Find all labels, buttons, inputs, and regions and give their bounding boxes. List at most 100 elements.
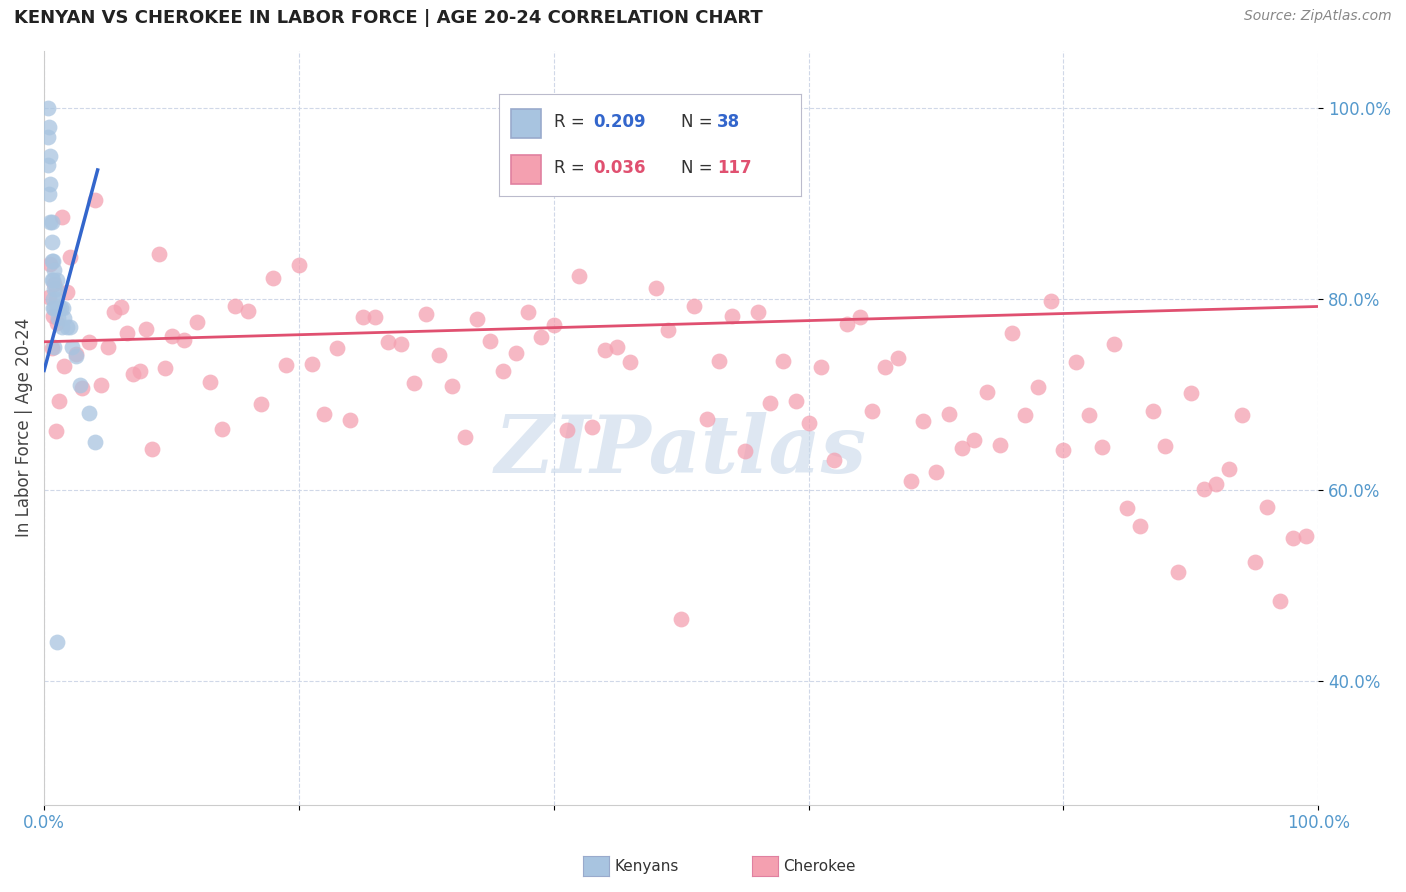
Point — [479, 334, 502, 348]
Point — [402, 376, 425, 391]
Point — [42, 301, 65, 316]
Point — [314, 407, 336, 421]
Point — [44, 282, 66, 296]
Point — [389, 336, 412, 351]
Point — [1116, 500, 1139, 515]
Point — [45, 282, 67, 296]
Point — [1167, 565, 1189, 579]
Point — [186, 315, 208, 329]
Point — [988, 438, 1011, 452]
Point — [1104, 336, 1126, 351]
Text: N =: N = — [681, 113, 717, 131]
Point — [415, 307, 437, 321]
Point — [1243, 555, 1265, 569]
Point — [37, 101, 59, 115]
Point — [84, 435, 107, 450]
Point — [568, 269, 591, 284]
Point — [644, 280, 666, 294]
Point — [41, 253, 63, 268]
Point — [44, 301, 66, 316]
Point — [364, 310, 387, 325]
Point — [785, 394, 807, 409]
Point — [1077, 408, 1099, 422]
Text: R =: R = — [554, 113, 589, 131]
Point — [45, 424, 67, 438]
Point — [211, 422, 233, 436]
Text: 0.209: 0.209 — [593, 113, 645, 131]
Point — [148, 247, 170, 261]
Point — [41, 215, 63, 229]
Point — [77, 406, 100, 420]
Point — [301, 357, 323, 371]
Point — [41, 342, 63, 356]
Point — [530, 330, 553, 344]
Point — [45, 301, 67, 316]
Point — [1192, 482, 1215, 496]
Point — [65, 349, 87, 363]
Point — [110, 300, 132, 314]
Point — [669, 611, 692, 625]
Point — [42, 253, 65, 268]
Point — [39, 178, 62, 192]
Point — [1142, 403, 1164, 417]
Text: 117: 117 — [717, 159, 751, 177]
Point — [39, 149, 62, 163]
Point — [938, 408, 960, 422]
Point — [45, 292, 67, 306]
Point — [900, 474, 922, 488]
Point — [288, 258, 311, 272]
Text: ZIPatlas: ZIPatlas — [495, 411, 868, 489]
Point — [759, 396, 782, 410]
Point — [65, 347, 87, 361]
Point — [326, 342, 349, 356]
Point — [823, 453, 845, 467]
Point — [44, 263, 66, 277]
Point — [747, 305, 769, 319]
Point — [160, 329, 183, 343]
Point — [52, 301, 75, 316]
Point — [1064, 355, 1087, 369]
Point — [97, 340, 120, 354]
Point — [925, 465, 948, 479]
Point — [42, 273, 65, 287]
Point — [810, 359, 832, 374]
Point — [1026, 379, 1049, 393]
Point — [103, 305, 125, 319]
Point — [734, 443, 756, 458]
Point — [1039, 294, 1062, 309]
Point — [721, 310, 744, 324]
Point — [37, 129, 59, 144]
Point — [38, 120, 60, 134]
Point — [950, 441, 973, 455]
Point — [39, 257, 62, 271]
Text: KENYAN VS CHEROKEE IN LABOR FORCE | AGE 20-24 CORRELATION CHART: KENYAN VS CHEROKEE IN LABOR FORCE | AGE … — [14, 9, 763, 27]
Point — [593, 343, 616, 358]
Point — [198, 375, 221, 389]
Point — [56, 320, 79, 334]
Point — [1014, 408, 1036, 422]
Point — [46, 310, 69, 325]
Point — [377, 334, 399, 349]
Point — [631, 178, 654, 192]
Point — [860, 404, 883, 418]
Text: Source: ZipAtlas.com: Source: ZipAtlas.com — [1244, 9, 1392, 23]
Point — [42, 309, 65, 323]
Point — [38, 186, 60, 201]
Point — [1218, 462, 1240, 476]
Point — [49, 301, 72, 316]
Point — [41, 273, 63, 287]
Point — [1001, 326, 1024, 340]
Point — [53, 359, 76, 373]
Point — [51, 210, 73, 224]
Point — [1129, 519, 1152, 533]
Point — [122, 367, 145, 381]
Point — [45, 273, 67, 287]
Point — [84, 193, 107, 207]
Point — [339, 413, 361, 427]
Point — [1281, 531, 1303, 545]
Point — [1205, 477, 1227, 491]
Point — [39, 215, 62, 229]
Point — [44, 340, 66, 354]
Point — [873, 360, 896, 375]
Point — [492, 364, 515, 378]
